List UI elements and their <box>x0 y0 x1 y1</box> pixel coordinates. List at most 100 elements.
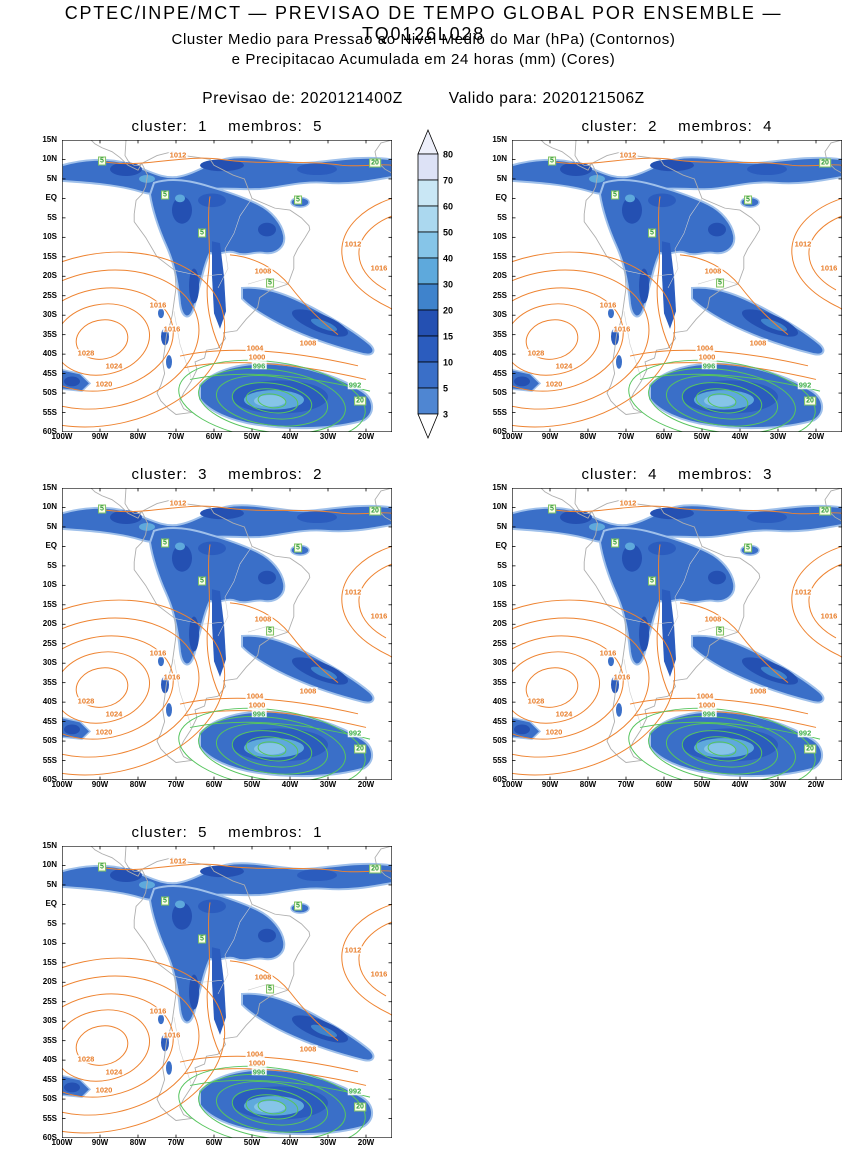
colorbar-level-label: 60 <box>443 202 453 212</box>
lat-tick-label: EQ <box>495 541 507 551</box>
lat-tick-label: 50S <box>492 736 507 746</box>
panel-title: cluster: 2 membros: 4 <box>581 118 773 135</box>
contour-label: 1024 <box>104 709 124 719</box>
lat-tick-label: 35S <box>42 329 57 339</box>
lon-tick-label: 100W <box>51 780 73 789</box>
lon-tick-label: 70W <box>167 1138 185 1147</box>
lon-tick-label: 50W <box>243 780 261 789</box>
lat-tick-label: 5S <box>47 560 57 570</box>
contour-label: 1008 <box>748 686 768 696</box>
lat-tick-label: 5S <box>497 560 507 570</box>
contour-label: 5 <box>198 228 206 238</box>
colorbar-segment <box>417 257 439 285</box>
lon-tick-label: 20W <box>357 1138 375 1147</box>
contour-label: 1016 <box>819 610 839 620</box>
coastline-map <box>540 488 842 763</box>
lon-tick-label: 40W <box>281 432 299 441</box>
contour-label: 1008 <box>703 614 723 624</box>
contour-label: 1020 <box>544 379 564 389</box>
contour-label: 20 <box>354 396 366 406</box>
lon-tick-label: 100W <box>51 1138 73 1147</box>
lat-tick-label: 35S <box>492 677 507 687</box>
pressure-contours-green <box>178 1065 371 1138</box>
contour-label: 996 <box>251 361 267 371</box>
lat-tick-label: 55S <box>42 407 57 417</box>
lon-tick-label: 20W <box>357 780 375 789</box>
contour-label: 1016 <box>162 1030 182 1040</box>
lat-tick-label: 35S <box>42 1035 57 1045</box>
longitude-axis: 100W 90W 80W 70W 60W 50W 40W 30W 20W <box>502 780 842 793</box>
contour-label: 5 <box>161 190 169 200</box>
contour-label: 1016 <box>369 610 389 620</box>
lat-tick-label: 60S <box>492 427 507 436</box>
lon-tick-label: 50W <box>693 432 711 441</box>
lat-tick-label: 55S <box>492 755 507 765</box>
lat-tick-label: 10S <box>492 580 507 590</box>
lat-tick-label: EQ <box>495 193 507 203</box>
contour-label: 1008 <box>253 972 273 982</box>
colorbar-level-label: 70 <box>443 176 453 186</box>
colorbar-segment <box>417 387 439 415</box>
lat-tick-label: 15S <box>42 957 57 967</box>
colorbar-level-label: 50 <box>443 228 453 238</box>
lat-tick-label: 60S <box>42 427 57 436</box>
lon-tick-label: 100W <box>51 432 73 441</box>
contour-label: 20 <box>819 506 831 516</box>
pressure-contours-orange <box>512 157 842 428</box>
contour-label: 1020 <box>94 1085 114 1095</box>
contour-label: 5 <box>161 538 169 548</box>
lon-tick-label: 20W <box>807 432 825 441</box>
contour-label: 1008 <box>703 266 723 276</box>
lon-tick-label: 60W <box>655 432 673 441</box>
lon-tick-label: 90W <box>91 1138 109 1147</box>
colorbar-svg: 80 70 60 50 40 30 20 15 10 5 3 <box>417 128 453 440</box>
contour-label: 1016 <box>148 648 168 658</box>
lat-tick-label: 45S <box>492 368 507 378</box>
coastline-map <box>90 846 392 1121</box>
lon-tick-label: 30W <box>319 1138 337 1147</box>
lat-tick-label: 15S <box>492 599 507 609</box>
lon-tick-label: 30W <box>319 780 337 789</box>
lat-tick-label: 55S <box>42 1113 57 1123</box>
contour-label: 1012 <box>343 587 363 597</box>
lat-tick-label: 50S <box>42 1094 57 1104</box>
contour-label: 5 <box>744 543 752 553</box>
contour-label: 992 <box>347 728 363 738</box>
contour-label: 5 <box>198 934 206 944</box>
lon-tick-label: 80W <box>579 780 597 789</box>
contour-label: 5 <box>266 626 274 636</box>
lat-tick-label: 50S <box>42 736 57 746</box>
map-area: 1012 5 5 5 5 20 1008 5 1012 1016 1016 1016 1028 1024 1… <box>62 846 392 1138</box>
contour-label: 1012 <box>793 587 813 597</box>
lat-tick-label: 10S <box>492 232 507 242</box>
contour-label: 1000 <box>247 700 267 710</box>
lat-tick-label: 35S <box>42 677 57 687</box>
longitude-axis: 100W 90W 80W 70W 60W 50W 40W 30W 20W <box>502 432 842 445</box>
precipitation-shading <box>62 862 392 1136</box>
contour-label: 5 <box>198 576 206 586</box>
contour-label: 996 <box>701 709 717 719</box>
contour-label: 1024 <box>104 1067 124 1077</box>
contour-label: 992 <box>797 380 813 390</box>
lon-tick-label: 90W <box>91 780 109 789</box>
lat-tick-label: 30S <box>42 658 57 668</box>
cluster-panel: cluster: 2 membros: 4 15N 10N 5N EQ 5S 10S 15S… <box>480 118 842 448</box>
map-svg <box>62 488 392 780</box>
lat-tick-label: 20S <box>42 977 57 987</box>
contour-label: 1012 <box>343 945 363 955</box>
lat-tick-label: 20S <box>42 271 57 281</box>
lat-tick-label: 5N <box>496 521 507 531</box>
lat-tick-label: 10S <box>42 938 57 948</box>
lat-tick-label: 15S <box>492 251 507 261</box>
latitude-axis: 15N 10N 5N EQ 5S 10S 15S 20S 25S 30S 35S 40S 45S 50S 5… <box>480 484 509 784</box>
precipitation-shading <box>512 504 842 778</box>
lon-tick-label: 30W <box>319 432 337 441</box>
contour-label: 1008 <box>253 266 273 276</box>
lat-tick-label: 30S <box>42 1016 57 1026</box>
cluster-panel-slot-1: cluster: 1 membros: 5 15N 10N 5N EQ 5S 10S 15S… <box>30 118 392 448</box>
lat-tick-label: 5N <box>46 521 57 531</box>
lat-tick-label: EQ <box>45 899 57 909</box>
lat-tick-label: 30S <box>492 658 507 668</box>
contour-label: 1008 <box>298 338 318 348</box>
lat-tick-label: 40S <box>492 349 507 359</box>
